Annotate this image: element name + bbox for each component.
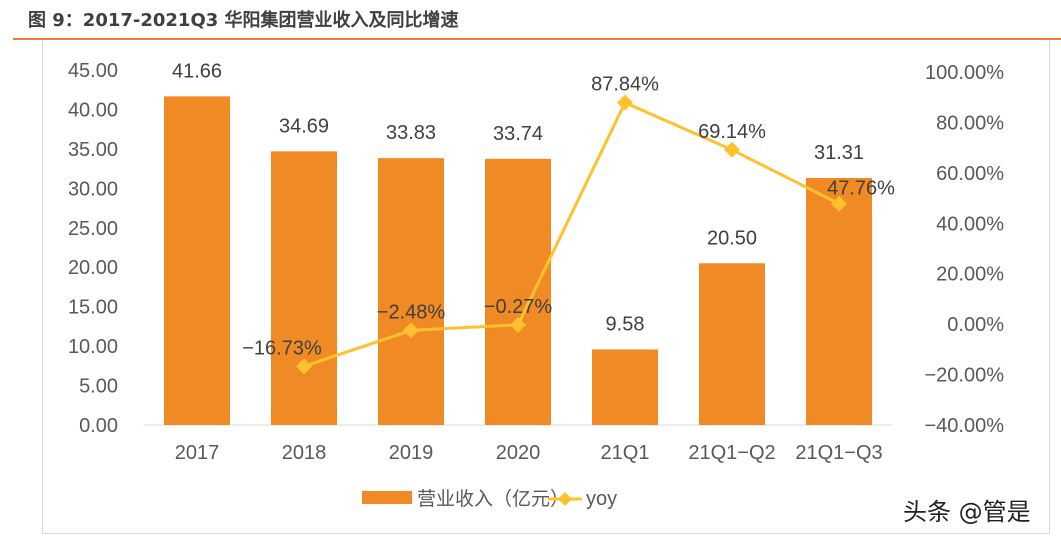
x-axis-tick: 2020 bbox=[496, 442, 541, 464]
bar-data-label: 9.58 bbox=[606, 313, 645, 335]
yoy-data-label: −16.73% bbox=[242, 337, 322, 359]
bar-data-label: 33.83 bbox=[386, 122, 436, 144]
yoy-line bbox=[303, 100, 840, 368]
right-axis-tick: 100.00% bbox=[925, 62, 1004, 84]
bar bbox=[806, 177, 872, 425]
left-axis-tick: 15.00 bbox=[68, 297, 118, 319]
left-axis-tick: 20.00 bbox=[68, 257, 118, 279]
left-axis-tick: 30.00 bbox=[68, 178, 118, 200]
yoy-data-label: 47.76% bbox=[827, 178, 895, 200]
bar bbox=[164, 96, 230, 426]
bar bbox=[485, 158, 551, 425]
yoy-data-label: 87.84% bbox=[591, 74, 659, 96]
left-axis-tick: 25.00 bbox=[68, 218, 118, 240]
bar bbox=[592, 349, 658, 425]
watermark: 头条 @管是 bbox=[903, 498, 1031, 526]
yoy-point bbox=[724, 141, 740, 158]
bar-data-label: 20.50 bbox=[707, 227, 757, 249]
legend-bar-swatch bbox=[362, 491, 412, 504]
right-axis-tick: 40.00% bbox=[936, 213, 1004, 235]
bar bbox=[699, 263, 765, 425]
legend-line-marker bbox=[558, 492, 572, 506]
left-axis-tick: 10.00 bbox=[68, 336, 118, 358]
bar bbox=[271, 151, 337, 425]
x-axis-tick: 2018 bbox=[282, 442, 327, 464]
bar-data-label: 34.69 bbox=[279, 115, 329, 137]
title-underline bbox=[13, 38, 1061, 40]
bar bbox=[378, 158, 444, 425]
right-axis-tick: −40.00% bbox=[924, 415, 1004, 437]
left-axis-tick: 5.00 bbox=[79, 376, 118, 398]
yoy-point bbox=[510, 316, 526, 333]
right-axis-tick: 60.00% bbox=[936, 163, 1004, 185]
left-axis-tick: 45.00 bbox=[68, 60, 118, 82]
x-axis-tick: 2019 bbox=[389, 442, 434, 464]
right-axis-tick: 20.00% bbox=[936, 264, 1004, 286]
yoy-data-label: 69.14% bbox=[698, 121, 766, 143]
chart-frame bbox=[42, 40, 1050, 534]
yoy-point bbox=[403, 322, 419, 339]
yoy-point bbox=[296, 358, 312, 375]
bar-data-label: 41.66 bbox=[172, 60, 222, 82]
chart-title: 图 9：2017-2021Q3 华阳集团营业收入及同比增速 bbox=[28, 10, 459, 31]
right-axis-tick: −20.00% bbox=[924, 365, 1004, 387]
left-axis-tick: 35.00 bbox=[68, 139, 118, 161]
x-axis-tick: 21Q1−Q3 bbox=[795, 442, 882, 464]
yoy-data-label: −2.48% bbox=[377, 301, 446, 323]
bar-data-label: 33.74 bbox=[493, 123, 543, 145]
left-axis-tick: 0.00 bbox=[79, 415, 118, 437]
left-axis-tick: 40.00 bbox=[68, 99, 118, 121]
right-axis-tick: 0.00% bbox=[947, 314, 1004, 336]
right-axis-tick: 80.00% bbox=[936, 112, 1004, 134]
x-axis-tick: 2017 bbox=[175, 442, 220, 464]
legend-bar-label: 营业收入（亿元） bbox=[417, 488, 569, 510]
yoy-point bbox=[831, 195, 847, 212]
yoy-point bbox=[617, 94, 633, 111]
legend-line-label: yoy bbox=[586, 488, 617, 510]
x-axis-tick: 21Q1−Q2 bbox=[688, 442, 775, 464]
bar-data-label: 31.31 bbox=[814, 142, 864, 164]
x-axis-tick: 21Q1 bbox=[601, 442, 650, 464]
yoy-data-label: −0.27% bbox=[484, 296, 553, 318]
